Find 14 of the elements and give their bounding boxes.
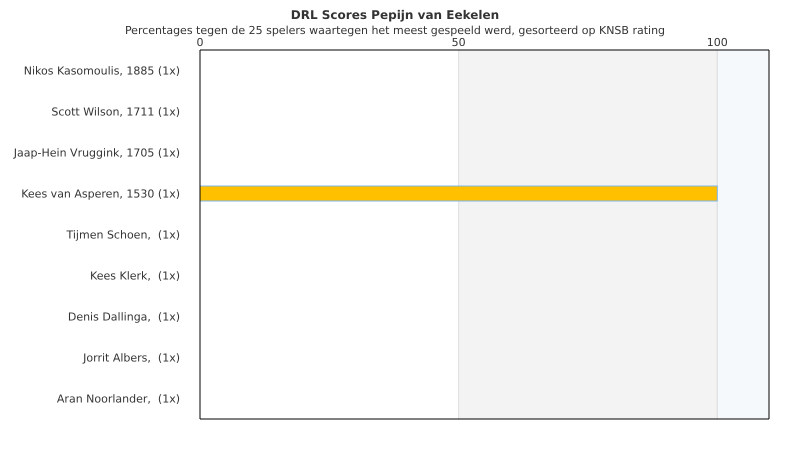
y-tick-label: Denis Dallinga, (1x) <box>68 310 180 324</box>
y-tick-label: Kees Klerk, (1x) <box>90 270 180 282</box>
y-tick-label: Jorrit Albers, (1x) <box>82 352 180 364</box>
y-tick-label: Scott Wilson, 1711 (1x) <box>51 106 180 118</box>
y-tick-label: Kees van Asperen, 1530 (1x) <box>21 188 180 200</box>
y-tick-label: Jaap-Hein Vruggink, 1705 (1x) <box>12 146 180 160</box>
x-tick-label: 100 <box>706 36 728 49</box>
x-tick-label: 50 <box>452 36 466 49</box>
chart-title: DRL Scores Pepijn van Eekelen <box>290 8 500 22</box>
y-tick-label: Tijmen Schoen, (1x) <box>66 228 180 242</box>
x-tick-label: 0 <box>196 36 204 49</box>
y-tick-label: Nikos Kasomoulis, 1885 (1x) <box>24 64 180 78</box>
chart-subtitle: Percentages tegen de 25 spelers waartegen het meest gespeeld werd, gesorteerd op KNSB rating <box>124 24 666 37</box>
y-tick-label: Aran Noorlander, (1x) <box>56 392 180 406</box>
